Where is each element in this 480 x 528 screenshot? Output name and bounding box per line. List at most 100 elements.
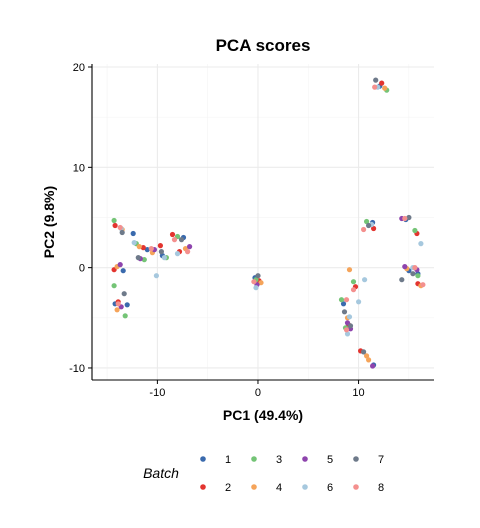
data-point-batch-2: [112, 222, 118, 229]
legend-key-batch-2: [200, 484, 206, 490]
data-point-batch-5: [117, 262, 123, 268]
data-point-batch-3: [412, 227, 418, 234]
data-point-batch-7: [366, 222, 372, 229]
data-point-batch-8: [420, 282, 426, 288]
data-point-batch-8: [350, 287, 357, 293]
legend-label-batch-4: 4: [276, 482, 282, 494]
data-point-batch-6: [362, 277, 368, 283]
data-point-batch-1: [144, 247, 150, 253]
x-tick-label: -10: [149, 387, 165, 399]
data-point-batch-8: [117, 224, 123, 231]
data-point-batch-7: [410, 271, 416, 277]
data-point-batch-8: [343, 327, 350, 333]
legend-title: Batch: [143, 465, 179, 481]
axes-layer: -10 0 10 -10 0 10 20: [69, 62, 434, 399]
legend-key-batch-5: [302, 456, 308, 462]
points-layer: [111, 77, 426, 369]
data-point-batch-6: [153, 273, 159, 279]
legend-key-batch-1: [200, 456, 206, 462]
data-point-batch-3: [111, 283, 117, 289]
data-point-batch-7: [178, 237, 185, 243]
data-point-batch-5: [187, 244, 193, 250]
data-point-batch-8: [412, 265, 418, 271]
data-point-batch-3: [141, 257, 147, 263]
y-tick-label: 10: [73, 162, 85, 174]
data-point-batch-8: [171, 237, 178, 243]
y-axis-label: PC2 (9.8%): [41, 186, 57, 258]
data-point-batch-8: [185, 249, 191, 255]
data-point-batch-1: [340, 301, 347, 307]
data-point-batch-6: [253, 285, 259, 291]
y-tick-label: 20: [73, 62, 85, 74]
data-point-batch-8: [402, 215, 408, 222]
data-point-batch-3: [338, 297, 345, 303]
data-point-batch-3: [415, 273, 421, 279]
data-point-batch-4: [366, 357, 372, 363]
legend-key-batch-6: [302, 484, 308, 490]
y-tick-label: 0: [79, 263, 85, 275]
data-point-batch-8: [115, 301, 121, 307]
y-tick-label: -10: [69, 363, 85, 375]
x-axis-label: PC1 (49.4%): [223, 407, 303, 423]
data-point-batch-3: [350, 279, 357, 285]
data-point-batch-2: [140, 245, 146, 251]
data-point-batch-6: [418, 241, 424, 247]
data-point-batch-3: [122, 313, 128, 319]
data-point-batch-8: [372, 84, 378, 90]
data-point-batch-6: [161, 255, 167, 261]
data-point-batch-1: [124, 302, 130, 308]
legend-label-batch-1: 1: [225, 454, 231, 466]
data-point-batch-7: [399, 277, 405, 283]
data-point-batch-6: [346, 314, 353, 320]
data-point-batch-3: [111, 217, 117, 224]
data-point-batch-4: [258, 280, 264, 286]
legend-key-batch-4: [251, 484, 257, 490]
data-point-batch-1: [130, 230, 136, 237]
data-point-batch-8: [148, 246, 154, 252]
data-point-batch-7: [158, 249, 164, 255]
grid-layer: [92, 64, 434, 380]
data-point-batch-6: [356, 299, 362, 305]
data-point-batch-7: [121, 291, 127, 297]
data-point-batch-8: [251, 279, 257, 285]
legend-label-batch-6: 6: [327, 482, 333, 494]
legend-label-batch-7: 7: [378, 454, 384, 466]
data-point-batch-6: [131, 240, 137, 246]
data-point-batch-2: [169, 231, 176, 238]
data-point-batch-4: [364, 353, 370, 359]
legend-label-batch-8: 8: [378, 482, 384, 494]
legend-label-batch-2: 2: [225, 482, 231, 494]
legend-label-batch-5: 5: [327, 454, 333, 466]
chart-title: PCA scores: [216, 36, 311, 55]
data-point-batch-4: [114, 307, 120, 313]
data-point-batch-5: [402, 264, 408, 270]
legend-key-batch-3: [251, 456, 257, 462]
data-point-batch-2: [157, 243, 163, 249]
data-point-batch-3: [364, 218, 370, 225]
data-point-batch-7: [341, 309, 348, 315]
data-point-batch-7: [361, 349, 367, 355]
data-point-batch-5: [370, 363, 376, 369]
data-point-batch-2: [379, 80, 385, 86]
data-point-batch-6: [344, 331, 351, 337]
data-point-batch-7: [373, 77, 379, 83]
data-point-batch-1: [120, 268, 126, 274]
data-point-batch-4: [136, 244, 142, 250]
data-point-batch-8: [343, 297, 350, 303]
legend: Batch 1 2 3 4 5 6 7 8: [143, 454, 384, 494]
data-point-batch-7: [347, 323, 354, 329]
data-point-batch-6: [174, 251, 181, 257]
data-point-batch-2: [371, 225, 377, 232]
legend-label-batch-3: 3: [276, 454, 282, 466]
data-point-batch-7: [135, 255, 141, 261]
data-point-batch-7: [119, 229, 125, 236]
data-point-batch-4: [346, 267, 353, 273]
data-point-batch-7: [255, 273, 261, 279]
legend-key-batch-7: [353, 456, 359, 462]
legend-key-batch-8: [353, 484, 359, 490]
x-tick-label: 10: [352, 387, 364, 399]
data-point-batch-4: [382, 85, 388, 91]
data-point-batch-8: [361, 226, 367, 233]
x-tick-label: 0: [255, 387, 261, 399]
